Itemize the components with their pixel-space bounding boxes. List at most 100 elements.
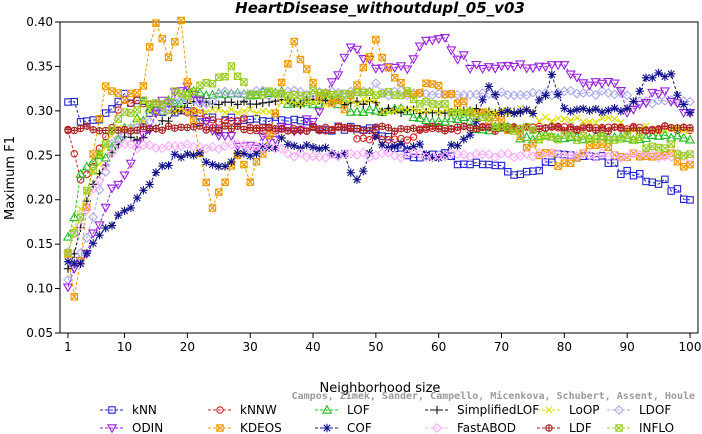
data-point [171, 124, 179, 132]
data-point [251, 141, 262, 152]
data-point [415, 139, 425, 149]
data-point [685, 108, 695, 117]
data-point [441, 127, 449, 135]
data-point [340, 97, 349, 105]
data-point [483, 149, 494, 160]
data-point [290, 127, 298, 135]
data-point [308, 143, 318, 152]
data-point [590, 89, 601, 100]
data-point [208, 79, 217, 88]
data-point [307, 118, 319, 128]
data-point [233, 122, 242, 130]
data-point [164, 97, 173, 106]
data-point [183, 91, 192, 100]
data-point [346, 90, 355, 98]
data-point [150, 142, 161, 153]
data-point [452, 113, 463, 124]
data-point [634, 100, 645, 110]
legend-label: KDEOS [240, 421, 282, 434]
data-point [270, 135, 281, 145]
data-point [434, 153, 443, 163]
data-point [396, 139, 406, 148]
data-point [441, 99, 449, 108]
data-point [464, 115, 476, 125]
data-point [502, 61, 513, 71]
plot-frame [59, 21, 699, 334]
data-point [195, 148, 205, 158]
data-point [434, 107, 443, 116]
data-point [679, 151, 688, 160]
data-point [283, 95, 293, 105]
data-point [414, 112, 425, 122]
data-point [95, 230, 104, 240]
data-point [622, 152, 633, 163]
data-point [89, 126, 97, 134]
data-point [491, 123, 499, 132]
data-point [378, 90, 386, 98]
data-point [252, 158, 261, 166]
data-point [433, 150, 444, 161]
data-point [133, 126, 141, 134]
data-point [277, 133, 286, 143]
data-point [672, 130, 683, 140]
data-point [194, 96, 206, 106]
data-point [422, 107, 430, 116]
legend-item-lof: LOF [315, 403, 370, 417]
data-point [340, 124, 349, 132]
legend-label: FastABOD [457, 421, 516, 434]
data-point [101, 223, 110, 233]
data-point [108, 126, 116, 135]
y-tick-label: 0.30 [26, 104, 53, 118]
data-point [453, 141, 462, 150]
y-axis-label: Maximum F1 [3, 136, 18, 220]
data-point [667, 140, 675, 148]
data-point [548, 117, 556, 125]
data-point [202, 157, 211, 167]
data-point [132, 143, 143, 154]
data-point [215, 106, 223, 114]
data-point [370, 78, 381, 89]
data-point [642, 144, 650, 153]
legend-item-knnw: kNNW [208, 403, 277, 417]
data-point [94, 175, 105, 186]
data-point [678, 132, 689, 142]
data-point [491, 90, 500, 99]
data-point [540, 63, 551, 73]
data-point [69, 212, 80, 222]
data-point [654, 68, 663, 78]
data-point [471, 148, 482, 159]
data-point [139, 82, 148, 90]
data-point [647, 88, 658, 98]
data-point [95, 150, 104, 158]
y-tick-label: 0.20 [26, 193, 53, 207]
data-point [546, 61, 557, 71]
series-line-cof [67, 72, 691, 265]
data-point [420, 114, 432, 124]
data-point [126, 203, 136, 213]
data-point [622, 104, 632, 113]
data-point [584, 87, 595, 98]
data-point [604, 106, 613, 115]
data-point [384, 63, 393, 72]
data-point [359, 100, 368, 109]
data-point [597, 107, 607, 117]
data-point [396, 108, 406, 117]
data-point [114, 126, 123, 134]
data-point [214, 100, 223, 109]
data-point [535, 125, 543, 133]
legend-item-fastabod: FastABOD [425, 421, 516, 434]
data-point [333, 71, 344, 81]
data-point [477, 124, 488, 134]
data-point [673, 90, 682, 100]
data-point [70, 149, 79, 158]
data-point [107, 221, 117, 230]
data-point [340, 100, 349, 109]
data-point [660, 72, 670, 81]
data-point [226, 132, 237, 142]
data-point [408, 55, 419, 65]
data-point [372, 35, 380, 44]
data-point [389, 150, 400, 161]
data-point [301, 97, 312, 107]
data-point [447, 140, 456, 150]
data-point [592, 126, 600, 135]
